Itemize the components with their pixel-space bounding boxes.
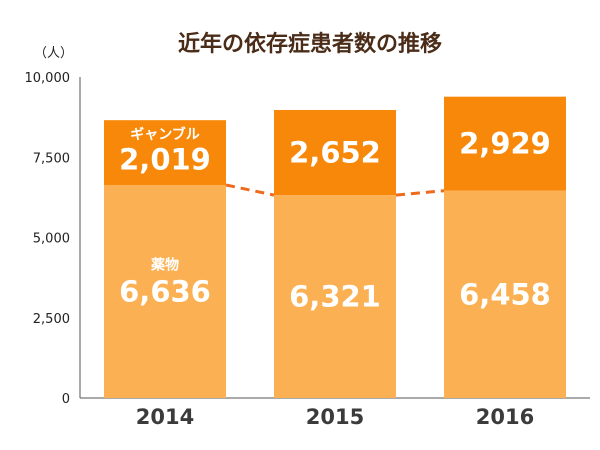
data-label-drug: 6,636	[119, 274, 211, 308]
x-tick-label: 2014	[136, 405, 194, 429]
y-tick-label: 0	[62, 392, 70, 407]
x-tick-label: 2016	[476, 405, 534, 429]
bar-segment-drug	[104, 184, 226, 398]
x-tick-label: 2015	[306, 405, 364, 429]
connector-line	[395, 189, 445, 197]
chart-title: 近年の依存症患者数の推移	[177, 32, 442, 57]
data-label-gambling: 2,652	[289, 136, 381, 170]
y-tick-label: 5,000	[33, 232, 70, 247]
data-label-drug: 6,321	[289, 280, 381, 314]
bar-segment-gambling	[274, 109, 396, 196]
series-label-drug: 薬物	[151, 256, 179, 273]
bar-segment-gambling	[444, 96, 566, 191]
data-label-gambling: 2,929	[459, 127, 551, 161]
data-label-drug: 6,458	[459, 277, 551, 311]
connector-line	[225, 183, 275, 197]
series-label-gambling: ギャンブル	[130, 126, 200, 143]
data-label-gambling: 2,019	[119, 143, 211, 177]
y-tick-label: 2,500	[33, 312, 70, 327]
y-tick-label: 7,500	[33, 151, 70, 166]
y-axis-unit: （人）	[34, 46, 73, 61]
bar-segment-gambling	[104, 120, 226, 185]
y-tick-label: 10,000	[25, 71, 71, 86]
bar-segment-drug	[444, 190, 566, 398]
bar-segment-drug	[274, 195, 396, 398]
